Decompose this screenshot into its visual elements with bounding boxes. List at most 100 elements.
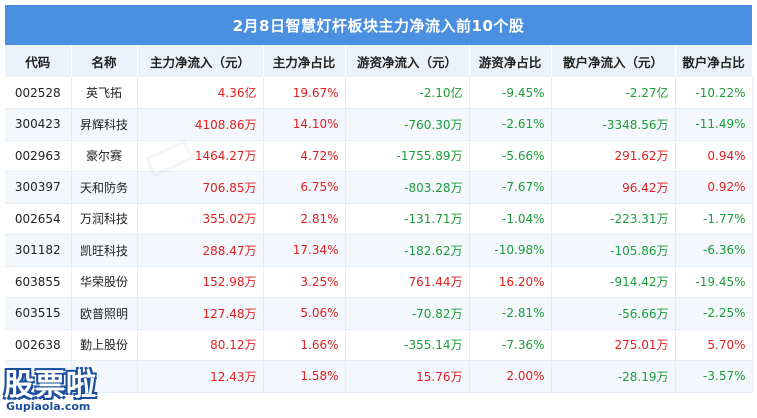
column-header: 主力净流入（元）: [137, 45, 264, 77]
table-cell: -9.45%: [469, 77, 552, 109]
header-row: 代码 名称 主力净流入（元） 主力净占比 游资净流入（元） 游资净占比 散户净流入（元） 散户…: [5, 45, 753, 77]
site-logo: 股票啦 Gupiaola.com: [4, 360, 124, 416]
table-row: 002654 万润科技 355.02万 2.81% -131.71万 -1.04% -223…: [5, 203, 753, 235]
table-row: 301182 凯旺科技 288.47万 17.34% -182.62万 -10.98% -1…: [5, 234, 753, 267]
table-body: 002528 英飞拓 4.36亿 19.67% -2.10亿 -9.45% -2.27亿 -1…: [5, 77, 753, 393]
table-cell: 1.58%: [263, 360, 346, 393]
table-cell: 12.43万: [137, 360, 264, 393]
table-cell: 4.36亿: [137, 77, 264, 109]
table-cell: 华荣股份: [71, 266, 138, 298]
table-cell: 127.48万: [137, 297, 264, 330]
table-cell: 15.76万: [345, 360, 470, 393]
table-cell: 96.42万: [551, 171, 676, 204]
table-cell: -2.81%: [469, 297, 552, 330]
table-cell: 291.62万: [551, 140, 676, 172]
table-cell: 300423: [5, 108, 72, 141]
table-cell: -1755.89万: [345, 140, 470, 172]
table-cell: -3348.56万: [551, 108, 676, 141]
table-cell: 英飞拓: [71, 77, 138, 109]
table-title: 2月8日智慧灯杆板块主力净流入前10个股: [5, 5, 752, 45]
table-card: 2月8日智慧灯杆板块主力净流入前10个股 代码 名称 主力净流入（元） 主力净占比 游资…: [5, 5, 753, 413]
table-cell: -5.66%: [469, 140, 552, 172]
table-cell: 5.70%: [675, 329, 753, 361]
table-cell: 勤上股份: [71, 329, 138, 361]
table-cell: -914.42万: [551, 266, 676, 298]
table-cell: 002638: [5, 329, 72, 361]
column-header: 散户净占比: [675, 45, 753, 77]
table-cell: 002528: [5, 77, 72, 109]
table-cell: 2.00%: [469, 360, 552, 393]
table-row: 12.43万 1.58% 15.76万 2.00% -28.19万 -3.57%: [5, 360, 753, 393]
table-cell: 4.72%: [263, 140, 346, 172]
table-cell: 288.47万: [137, 234, 264, 267]
table-cell: -2.61%: [469, 108, 552, 141]
column-header: 代码: [5, 45, 72, 77]
table-cell: 355.02万: [137, 203, 264, 235]
table-cell: 欧普照明: [71, 297, 138, 330]
table-cell: 80.12万: [137, 329, 264, 361]
table-cell: 1.66%: [263, 329, 346, 361]
table-row: 300423 昇辉科技 4108.86万 14.10% -760.30万 -2.61% -3…: [5, 108, 753, 141]
column-header: 游资净流入（元）: [345, 45, 470, 77]
table-cell: [71, 360, 138, 393]
table-cell: 1464.27万: [137, 140, 264, 172]
table-cell: 5.06%: [263, 297, 346, 330]
column-header: 散户净流入（元）: [551, 45, 676, 77]
table-cell: -803.28万: [345, 171, 470, 204]
table-cell: 19.67%: [263, 77, 346, 109]
table-cell: -19.45%: [675, 266, 753, 298]
table-cell: -1.77%: [675, 203, 753, 235]
table-cell: 0.94%: [675, 140, 753, 172]
table-row: 603855 华荣股份 152.98万 3.25% 761.44万 16.20% -914.…: [5, 266, 753, 298]
table-cell: 603855: [5, 266, 72, 298]
table-cell: -2.25%: [675, 297, 753, 330]
table-cell: 16.20%: [469, 266, 552, 298]
table-cell: 14.10%: [263, 108, 346, 141]
table-cell: 4108.86万: [137, 108, 264, 141]
table-cell: [5, 360, 72, 393]
table-cell: 6.75%: [263, 171, 346, 204]
table-cell: 2.81%: [263, 203, 346, 235]
table-cell: 300397: [5, 171, 72, 204]
table-cell: 002963: [5, 140, 72, 172]
table-cell: -223.31万: [551, 203, 676, 235]
table-cell: 天和防务: [71, 171, 138, 204]
table-cell: -131.71万: [345, 203, 470, 235]
table-row: 603515 欧普照明 127.48万 5.06% -70.82万 -2.81% -56.6…: [5, 297, 753, 330]
logo-domain: Gupiaola.com: [6, 400, 91, 413]
logo-mark: 股票啦: [4, 368, 97, 403]
table-cell: -7.67%: [469, 171, 552, 204]
table-cell: 昇辉科技: [71, 108, 138, 141]
table-cell: -3.57%: [675, 360, 753, 393]
table-cell: 761.44万: [345, 266, 470, 298]
table-cell: 152.98万: [137, 266, 264, 298]
table-row: 300397 天和防务 706.85万 6.75% -803.28万 -7.67% 96.4…: [5, 171, 753, 204]
table-row: 002638 勤上股份 80.12万 1.66% -355.14万 -7.36% 275.0…: [5, 329, 753, 361]
table-cell: -355.14万: [345, 329, 470, 361]
column-header: 主力净占比: [263, 45, 346, 77]
table-cell: -10.98%: [469, 234, 552, 267]
column-header: 名称: [71, 45, 138, 77]
table-cell: 301182: [5, 234, 72, 267]
table-cell: 0.92%: [675, 171, 753, 204]
table-cell: 凯旺科技: [71, 234, 138, 267]
table-row: 002963 豪尔赛 1464.27万 4.72% -1755.89万 -5.66% 291…: [5, 140, 753, 172]
table-row: 002528 英飞拓 4.36亿 19.67% -2.10亿 -9.45% -2.27亿 -1…: [5, 77, 753, 109]
fund-flow-table: 代码 名称 主力净流入（元） 主力净占比 游资净流入（元） 游资净占比 散户净流入（元） 散户…: [5, 45, 753, 393]
table-cell: -2.10亿: [345, 77, 470, 109]
table-cell: 706.85万: [137, 171, 264, 204]
table-cell: -7.36%: [469, 329, 552, 361]
table-cell: 17.34%: [263, 234, 346, 267]
table-cell: -1.04%: [469, 203, 552, 235]
table-cell: -11.49%: [675, 108, 753, 141]
table-cell: 275.01万: [551, 329, 676, 361]
table-cell: -2.27亿: [551, 77, 676, 109]
table-cell: -28.19万: [551, 360, 676, 393]
table-cell: 万润科技: [71, 203, 138, 235]
table-cell: -10.22%: [675, 77, 753, 109]
column-header: 游资净占比: [469, 45, 552, 77]
table-cell: 603515: [5, 297, 72, 330]
table-cell: -70.82万: [345, 297, 470, 330]
table-cell: -56.66万: [551, 297, 676, 330]
table-cell: -105.86万: [551, 234, 676, 267]
